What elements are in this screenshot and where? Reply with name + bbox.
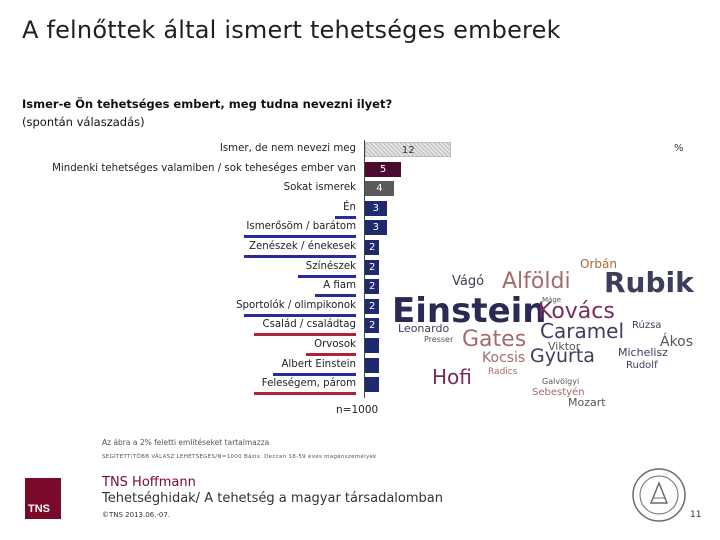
category-underline xyxy=(254,333,356,337)
data-label: 2 xyxy=(369,261,376,273)
bar xyxy=(365,357,380,373)
category-label: Orvosok xyxy=(314,339,356,350)
category-label: Mindenki tehetséges valamiben / sok tehe… xyxy=(52,162,356,174)
category-label: A fiam xyxy=(323,280,356,292)
word-cloud-word: Kocsis xyxy=(482,350,525,366)
bar: 12 xyxy=(365,142,452,157)
word-cloud-word: Rubik xyxy=(604,266,695,299)
word-cloud-word: Sebestyén xyxy=(532,386,585,398)
unit-label: % xyxy=(674,143,684,154)
word-cloud-word: Alföldi xyxy=(502,269,571,294)
data-label: 2 xyxy=(369,242,376,253)
category-label: Színészek xyxy=(305,260,356,272)
slide-title: A felnőttek által ismert tehetséges embe… xyxy=(22,16,561,44)
word-cloud-word: Kovács xyxy=(538,299,615,324)
category-underline xyxy=(254,392,356,396)
data-label: 2 xyxy=(369,281,376,293)
data-label: 3 xyxy=(372,222,379,234)
word-cloud-word: Gates xyxy=(462,327,526,352)
bar: 3 xyxy=(365,220,387,236)
word-cloud-word: Presser xyxy=(424,335,454,344)
bar: 2 xyxy=(365,298,380,314)
category-underline xyxy=(315,294,356,298)
category-label: Ismer, de nem nevezi meg xyxy=(219,143,356,154)
data-label: 2 xyxy=(369,300,376,312)
company-name: TNS Hoffmann xyxy=(102,475,196,490)
category-underline xyxy=(244,235,356,239)
word-cloud-word: Rudolf xyxy=(626,360,658,371)
word-cloud-word: Radics xyxy=(488,367,518,377)
word-cloud-word: Leonardo xyxy=(398,322,449,335)
category-label: Albert Einstein xyxy=(281,358,356,370)
footnote: Az ábra a 2% feletti említéseket tartalm… xyxy=(102,438,270,447)
category-underline xyxy=(335,215,356,219)
word-cloud: Rubik Alföldi Orbán Vágó Einstein Kovács… xyxy=(392,258,695,408)
word-cloud-word: Gyurta xyxy=(530,345,595,367)
bar: 4 xyxy=(365,181,394,197)
bar xyxy=(365,338,380,353)
data-label: 3 xyxy=(372,202,379,214)
date-copyright: ©TNS 2013.06.-07. xyxy=(102,511,171,519)
category-label: Sportolók / olimpikonok xyxy=(236,299,356,311)
data-label: 4 xyxy=(376,183,383,195)
page-number: 11 xyxy=(690,510,702,520)
source-note: SEGÍTETT/TÖBB VÁLASZ LEHETSÉGES/N=1000 B… xyxy=(102,454,377,460)
data-label: 12 xyxy=(401,145,415,156)
bar: 2 xyxy=(365,240,380,255)
word-cloud-word: Máge xyxy=(542,296,561,304)
category-underline xyxy=(244,255,356,258)
category-underline xyxy=(244,313,356,317)
word-cloud-word: Michelisz xyxy=(618,346,668,359)
category-label: Én xyxy=(343,201,356,213)
question-subtitle: (spontán válaszadás) xyxy=(22,115,145,129)
category-label: Ismerősöm / barátom xyxy=(246,221,356,233)
category-underline xyxy=(298,274,356,278)
word-cloud-word: Rúzsa xyxy=(632,319,661,331)
word-cloud-word: Galvölgyi xyxy=(542,377,579,386)
word-cloud-word: Orbán xyxy=(580,258,617,271)
data-label: 5 xyxy=(379,163,387,175)
tns-logo: TNS xyxy=(25,478,61,519)
category-label: Család / családtag xyxy=(262,319,356,331)
project-name: Tehetséghidak/ A tehetség a magyar társa… xyxy=(102,491,443,506)
word-cloud-word: Hofi xyxy=(432,365,472,389)
data-label: 2 xyxy=(369,320,376,332)
bar: 2 xyxy=(365,259,380,275)
word-cloud-word: Einstein xyxy=(392,291,547,331)
logo-text: TNS xyxy=(28,503,50,515)
category-label: Feleségem, párom xyxy=(261,378,356,390)
bar: 2 xyxy=(365,279,380,295)
chart-axis xyxy=(364,140,365,398)
category-underline xyxy=(273,372,356,376)
word-cloud-word: Viktor xyxy=(548,340,581,353)
bar xyxy=(365,377,380,393)
word-cloud-word: Mozart xyxy=(568,396,606,408)
sample-size: n=1000 xyxy=(336,404,379,416)
survey-question: Ismer-e Ön tehetséges embert, meg tudna … xyxy=(22,97,393,111)
bar: 3 xyxy=(365,200,387,216)
bar: 5 xyxy=(365,161,401,177)
category-label: Sokat ismerek xyxy=(283,182,356,194)
seal-logo xyxy=(632,468,686,522)
bar: 2 xyxy=(365,318,380,334)
word-cloud-word: Caramel xyxy=(540,319,624,343)
word-cloud-word: Ákos xyxy=(660,333,693,350)
category-label: Zenészek / énekesek xyxy=(249,241,356,252)
word-cloud-word: Vágó xyxy=(452,274,484,289)
category-underline xyxy=(306,353,356,356)
